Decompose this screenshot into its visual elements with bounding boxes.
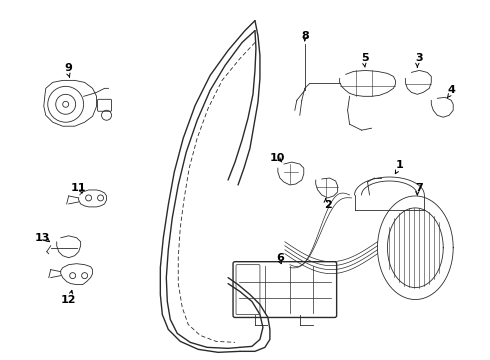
- Text: 13: 13: [35, 233, 50, 243]
- Text: 2: 2: [324, 200, 332, 210]
- Text: 3: 3: [416, 54, 423, 63]
- Text: 12: 12: [61, 294, 76, 305]
- Text: 10: 10: [270, 153, 286, 163]
- Text: 7: 7: [416, 183, 423, 193]
- Text: 6: 6: [276, 253, 284, 263]
- Text: 9: 9: [65, 63, 73, 73]
- Text: 5: 5: [361, 54, 368, 63]
- Text: 11: 11: [71, 183, 86, 193]
- Text: 8: 8: [301, 31, 309, 41]
- Text: 4: 4: [447, 85, 455, 95]
- Text: 1: 1: [395, 160, 403, 170]
